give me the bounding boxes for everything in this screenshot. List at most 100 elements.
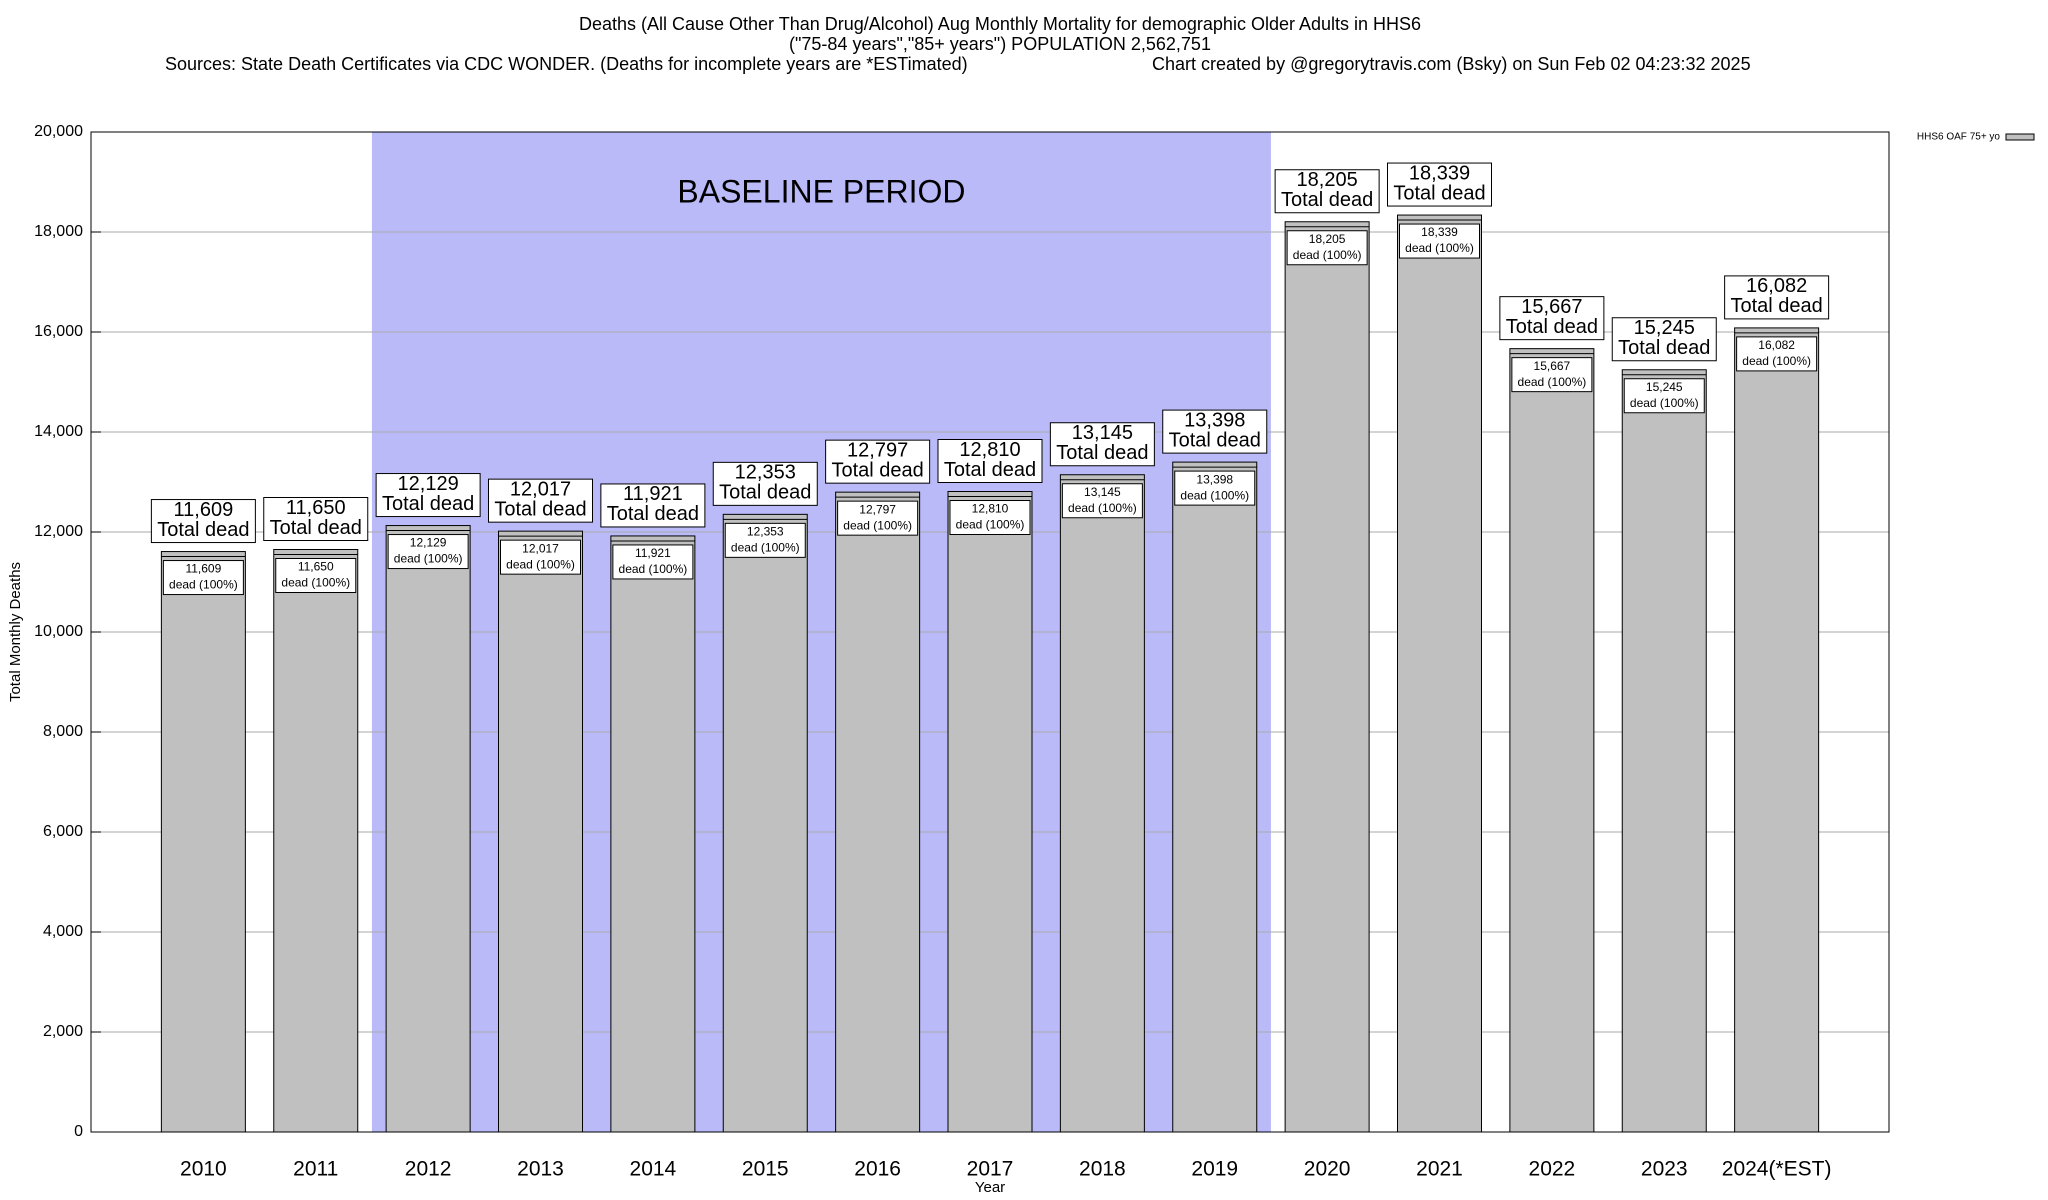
outer-text-label: Total dead [382, 493, 474, 515]
outer-label-box [375, 473, 481, 518]
outer-text-label: Total dead [494, 498, 586, 520]
inner-text-label: dead (100%) [394, 552, 463, 566]
x-tick-label: 2020 [1304, 1158, 1351, 1181]
inner-label-box [949, 500, 1031, 535]
inner-value-label: 12,353 [747, 525, 784, 539]
inner-label-box [612, 544, 694, 580]
outer-label-box [1162, 409, 1268, 454]
inner-value-label: 12,810 [972, 502, 1009, 516]
inner-text-label: dead (100%) [843, 518, 912, 532]
outer-text-label: Total dead [1169, 429, 1261, 451]
y-tick-label: 20,000 [34, 123, 83, 140]
outer-text-label: Total dead [607, 503, 699, 525]
outer-value-label: 18,339 [1409, 162, 1470, 184]
inner-value-label: 15,245 [1646, 380, 1683, 394]
inner-label-box [275, 558, 357, 593]
outer-value-label: 11,609 [174, 499, 234, 521]
x-tick-label: 2015 [742, 1158, 789, 1181]
x-tick-label: 2016 [854, 1158, 901, 1181]
inner-value-label: 13,145 [1084, 485, 1121, 499]
outer-label-box [150, 499, 256, 544]
outer-label-box [1611, 317, 1717, 362]
outer-value-label: 12,129 [398, 473, 459, 495]
bar [1621, 369, 1707, 1133]
outer-text-label: Total dead [1281, 189, 1373, 211]
x-tick-label: 2019 [1191, 1158, 1238, 1181]
inner-label-box [1623, 378, 1705, 414]
bar [498, 530, 583, 1133]
bar [1172, 461, 1258, 1133]
y-tick-label: 12,000 [34, 523, 83, 540]
outer-value-label: 16,082 [1746, 275, 1807, 297]
inner-label-box [1061, 483, 1143, 519]
x-axis-label: Year [975, 1179, 1005, 1196]
inner-label-box [162, 560, 244, 596]
outer-label-box [1049, 422, 1155, 467]
chart-title: Deaths (All Cause Other Than Drug/Alcoho… [579, 14, 1421, 34]
x-tick-label: 2012 [405, 1158, 452, 1181]
outer-label-box [1724, 275, 1830, 320]
inner-text-label: dead (100%) [1068, 501, 1137, 515]
outer-value-label: 12,810 [959, 439, 1020, 461]
outer-label-box [1274, 169, 1380, 214]
inner-text-label: dead (100%) [169, 578, 238, 592]
x-tick-label: 2022 [1529, 1158, 1576, 1181]
inner-text-label: dead (100%) [731, 541, 800, 555]
y-tick-label: 6,000 [43, 823, 83, 840]
y-tick-label: 8,000 [43, 723, 83, 740]
inner-value-label: 12,017 [522, 541, 559, 555]
inner-text-label: dead (100%) [1180, 488, 1249, 502]
x-tick-label: 2024(*EST) [1722, 1158, 1832, 1181]
outer-label-box [1387, 162, 1492, 207]
bar [385, 525, 471, 1133]
outer-label-box [600, 483, 706, 528]
inner-value-label: 16,082 [1758, 338, 1795, 352]
outer-text-label: Total dead [944, 459, 1036, 481]
x-tick-label: 2023 [1641, 1158, 1688, 1181]
inner-value-label: 11,650 [298, 560, 334, 574]
outer-label-box [937, 439, 1043, 483]
inner-text-label: dead (100%) [956, 518, 1025, 532]
inner-value-label: 18,205 [1309, 232, 1346, 246]
outer-label-box [825, 439, 931, 484]
source: Sources: State Death Certificates via CD… [165, 54, 968, 74]
outer-text-label: Total dead [1506, 316, 1598, 338]
inner-value-label: 11,609 [185, 562, 221, 576]
x-tick-label: 2018 [1079, 1158, 1126, 1181]
legend-swatch [2005, 133, 2035, 141]
inner-label-box [724, 522, 806, 558]
inner-value-label: 12,797 [859, 502, 896, 516]
inner-label-box [1399, 223, 1480, 259]
inner-text-label: dead (100%) [1630, 396, 1699, 410]
outer-value-label: 12,017 [510, 478, 571, 500]
bar [1509, 348, 1595, 1133]
baseline-label: BASELINE PERIOD [677, 173, 965, 209]
inner-value-label: 15,667 [1534, 359, 1571, 373]
x-tick-label: 2011 [293, 1158, 338, 1181]
outer-text-label: Total dead [270, 517, 362, 539]
inner-label-box [1736, 336, 1818, 372]
inner-value-label: 18,339 [1421, 225, 1458, 239]
outer-value-label: 13,398 [1184, 409, 1245, 431]
bar [947, 491, 1033, 1133]
inner-label-box [387, 534, 469, 570]
inner-value-label: 11,921 [635, 546, 671, 560]
inner-text-label: dead (100%) [1293, 248, 1362, 262]
outer-label-box [488, 478, 593, 523]
outer-value-label: 12,797 [847, 439, 908, 461]
bar [835, 491, 921, 1133]
outer-text-label: Total dead [1393, 182, 1485, 204]
bar [1734, 327, 1820, 1133]
outer-value-label: 15,245 [1634, 317, 1695, 339]
bar [610, 535, 696, 1133]
outer-value-label: 11,921 [623, 483, 683, 505]
outer-text-label: Total dead [719, 482, 811, 504]
outer-value-label: 15,667 [1521, 296, 1582, 318]
outer-text-label: Total dead [157, 519, 249, 541]
outer-value-label: 18,205 [1297, 169, 1358, 191]
bar [160, 551, 246, 1133]
inner-text-label: dead (100%) [1518, 375, 1587, 389]
inner-text-label: dead (100%) [1742, 354, 1811, 368]
